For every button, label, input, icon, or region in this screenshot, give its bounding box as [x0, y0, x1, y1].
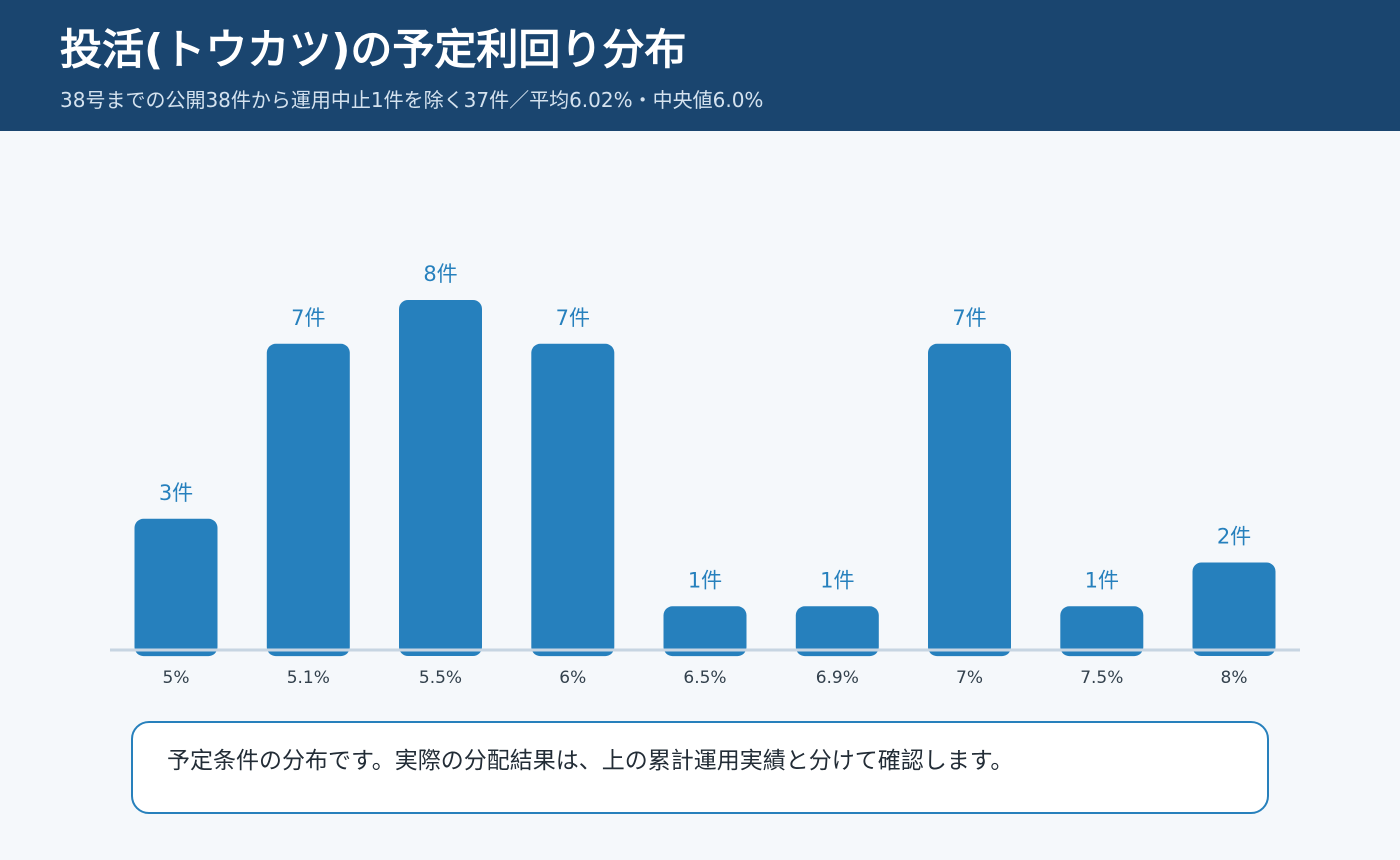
note-text: 予定条件の分布です。実際の分配結果は、上の累計運用実績と分けて確認します。 [167, 748, 1014, 774]
page-subtitle: 38号までの公開38件から運用中止1件を除く37件／平均6.02%・中央値6.0… [60, 88, 764, 112]
x-tick-label: 7% [956, 668, 983, 688]
bar-value-label: 8件 [423, 262, 457, 286]
x-tick-label: 5.5% [419, 668, 462, 688]
bar-value-label: 2件 [1217, 525, 1251, 549]
bar-value-label: 7件 [291, 306, 325, 330]
bar-9 [1192, 562, 1276, 656]
labels-group: 3件 5% 7件 5.1% 8件 5.5% 7件 6% 1件 6.5% 1件 6.9% 7件 7% 1件 7.… [159, 262, 1251, 688]
bar-6 [795, 606, 879, 657]
bar-value-label: 1件 [688, 568, 722, 592]
bars-group [134, 300, 1276, 657]
bar-value-label: 7件 [556, 306, 590, 330]
x-tick-label: 8% [1221, 668, 1248, 688]
x-tick-label: 6.5% [683, 668, 726, 688]
bar-4 [531, 343, 615, 657]
x-tick-label: 7.5% [1080, 668, 1123, 688]
bar-2 [266, 343, 350, 657]
page-title: 投活(トウカツ)の予定利回り分布 [60, 25, 687, 74]
bar-1 [134, 518, 218, 657]
x-tick-label: 5.1% [287, 668, 330, 688]
x-tick-label: 6% [559, 668, 586, 688]
bar-8 [1060, 606, 1144, 657]
distribution-bar-chart: 3件 5% 7件 5.1% 8件 5.5% 7件 6% 1件 6.5% 1件 6.9% 7件 7% 1件 7.… [110, 262, 1300, 688]
header-banner: 投活(トウカツ)の予定利回り分布 38号までの公開38件から運用中止1件を除く3… [0, 0, 1400, 131]
x-tick-label: 5% [163, 668, 190, 688]
bar-value-label: 1件 [1085, 568, 1119, 592]
bar-value-label: 3件 [159, 481, 193, 505]
bar-5 [663, 606, 747, 657]
bar-value-label: 1件 [820, 568, 854, 592]
note-box: 予定条件の分布です。実際の分配結果は、上の累計運用実績と分けて確認します。 [131, 721, 1269, 814]
bar-3 [399, 300, 482, 656]
bar-value-label: 7件 [952, 306, 986, 330]
bar-7 [928, 343, 1011, 657]
x-tick-label: 6.9% [816, 668, 859, 688]
